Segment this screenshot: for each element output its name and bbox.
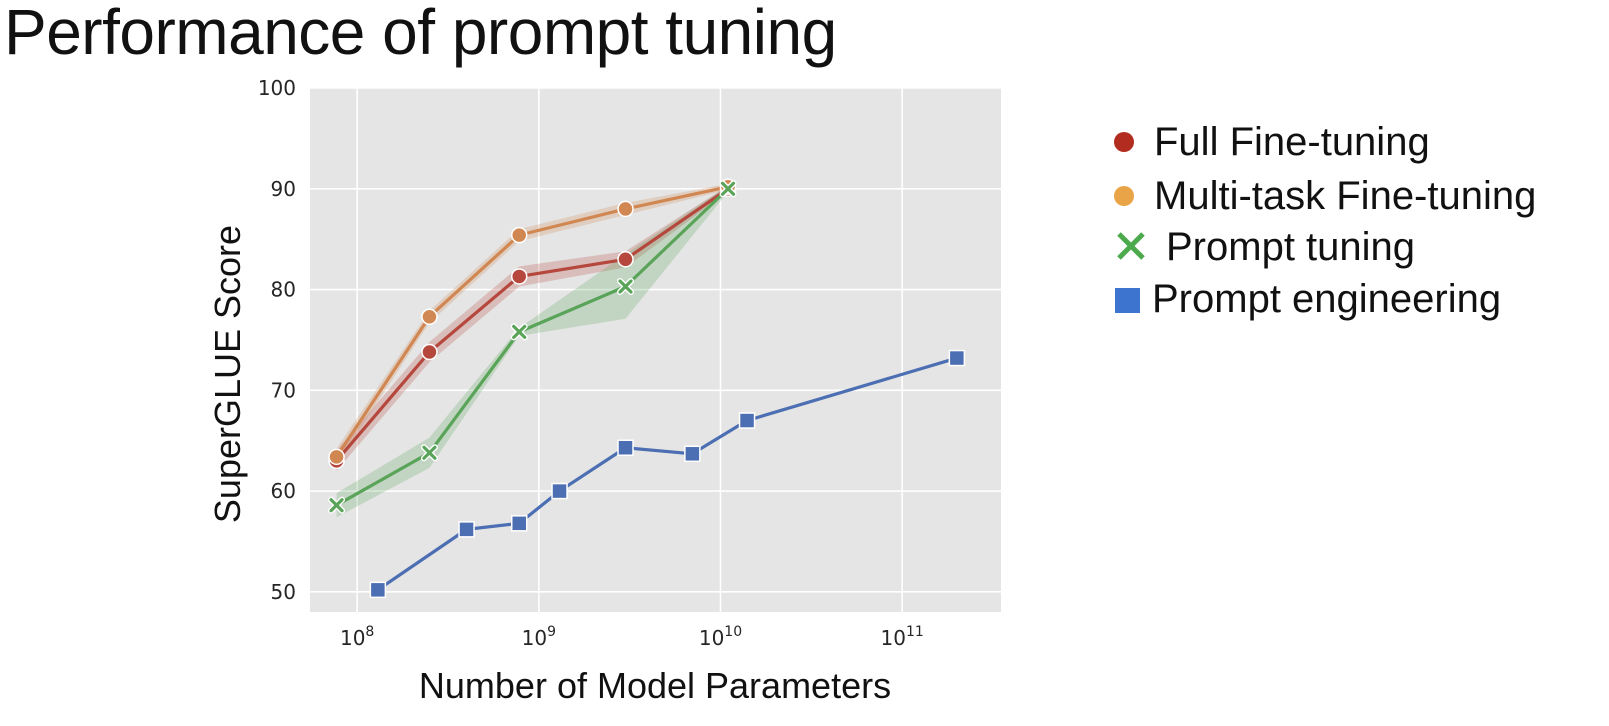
legend-marker-circle — [1114, 132, 1134, 152]
x-tick-base: 10 — [340, 626, 365, 650]
legend-item: Prompt engineering — [1115, 277, 1501, 321]
y-tick-labels: 50 60 70 80 90 100 — [258, 76, 296, 604]
data-point — [618, 279, 633, 294]
data-point — [617, 200, 634, 218]
legend-item: Multi-task Fine-tuning — [1114, 174, 1536, 218]
series-line — [376, 356, 959, 592]
data-point — [510, 268, 528, 285]
legend-label: Multi-task Fine-tuning — [1154, 174, 1536, 218]
data-point — [369, 581, 387, 599]
plot-area — [310, 88, 1001, 612]
data-point — [422, 445, 437, 460]
x-tick-base: 10 — [881, 626, 906, 650]
x-tick-exponent: 9 — [547, 624, 556, 640]
x-tick-label: 1011 — [881, 624, 924, 650]
data-point — [512, 324, 527, 339]
x-tick-label: 1010 — [699, 624, 742, 650]
data-point — [720, 181, 736, 196]
y-tick-label: 70 — [271, 378, 296, 402]
legend: Full Fine-tuning Multi-task Fine-tuning Pr… — [1114, 120, 1536, 321]
legend-label: Prompt tuning — [1166, 225, 1415, 269]
y-tick-label: 80 — [271, 278, 296, 302]
x-tick-base: 10 — [699, 626, 724, 650]
page-title: Performance of prompt tuning — [4, 0, 837, 68]
x-tick-exponent: 8 — [365, 624, 374, 640]
y-axis-label: SuperGLUE Score — [207, 225, 248, 523]
data-point — [617, 439, 634, 456]
legend-marker-square — [1115, 288, 1140, 313]
data-point — [684, 445, 701, 463]
data-point — [510, 515, 528, 532]
legend-item: Full Fine-tuning — [1114, 120, 1430, 164]
x-tick-exponent: 11 — [906, 624, 924, 640]
y-tick-label: 100 — [258, 76, 296, 100]
data-point — [948, 349, 966, 367]
y-tick-label: 50 — [271, 580, 296, 604]
data-point — [510, 226, 528, 244]
data-point — [328, 448, 345, 466]
x-tick-label: 109 — [522, 624, 556, 650]
grid-lines — [310, 87, 1001, 612]
legend-marker-circle — [1114, 186, 1134, 206]
data-point — [458, 521, 475, 538]
x-tick-base: 10 — [522, 626, 547, 650]
x-axis-label: Number of Model Parameters — [419, 665, 891, 706]
data-point — [738, 412, 756, 429]
legend-item: Prompt tuning — [1117, 225, 1415, 269]
legend-marker-x — [1117, 232, 1145, 260]
confidence-band — [336, 185, 729, 518]
data-point — [617, 251, 634, 268]
data-point — [421, 343, 438, 361]
data-point — [421, 308, 438, 325]
y-tick-label: 90 — [271, 177, 296, 201]
x-tick-exponent: 10 — [724, 624, 742, 640]
y-tick-label: 60 — [271, 479, 296, 503]
legend-label: Prompt engineering — [1152, 277, 1501, 321]
series-markers — [328, 178, 966, 599]
x-tick-labels: 108 109 1010 1011 — [340, 624, 924, 650]
data-point — [329, 498, 344, 513]
data-point — [551, 482, 568, 500]
x-tick-label: 108 — [340, 624, 374, 650]
legend-label: Full Fine-tuning — [1154, 120, 1430, 164]
